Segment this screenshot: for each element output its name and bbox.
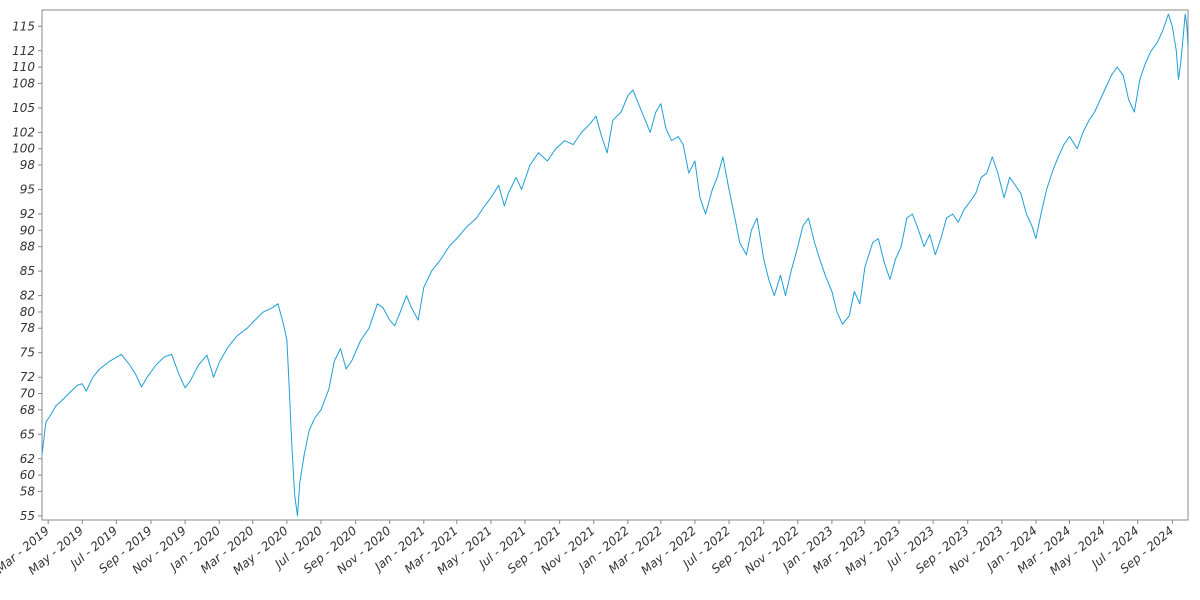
plot-area <box>41 9 1189 521</box>
y-tick-label: 82 <box>20 289 35 303</box>
y-tick-label: 68 <box>20 403 36 417</box>
y-tick-label: 85 <box>20 264 35 278</box>
y-tick-label: 95 <box>20 183 35 197</box>
series-line <box>41 13 1189 517</box>
y-tick-label: 100 <box>12 142 35 156</box>
y-tick-label: 55 <box>20 509 35 523</box>
y-tick-label: 65 <box>20 427 35 441</box>
y-tick-label: 58 <box>20 484 36 498</box>
y-tick-label: 98 <box>20 158 36 172</box>
y-tick-label: 60 <box>20 468 36 482</box>
y-tick-label: 112 <box>12 44 35 58</box>
y-tick-label: 105 <box>12 101 35 115</box>
y-tick-label: 88 <box>20 240 36 254</box>
y-tick-label: 108 <box>12 76 35 90</box>
y-tick-label: 75 <box>20 346 35 360</box>
y-tick-label: 90 <box>20 223 36 237</box>
y-axis: 55 58 60 62 65 68 70 72 75 78 80 82 85 88 90 92 95 98 100 1… <box>12 19 42 523</box>
y-tick-label: 72 <box>20 370 35 384</box>
y-tick-label: 62 <box>20 452 35 466</box>
y-tick-label: 102 <box>12 125 35 139</box>
y-tick-label: 70 <box>20 387 36 401</box>
y-tick-label: 80 <box>20 305 36 319</box>
y-tick-label: 115 <box>12 19 35 33</box>
y-tick-label: 78 <box>20 321 36 335</box>
y-tick-label: 92 <box>20 207 35 221</box>
y-tick-label: 110 <box>12 60 35 74</box>
series-layer <box>41 13 1189 517</box>
